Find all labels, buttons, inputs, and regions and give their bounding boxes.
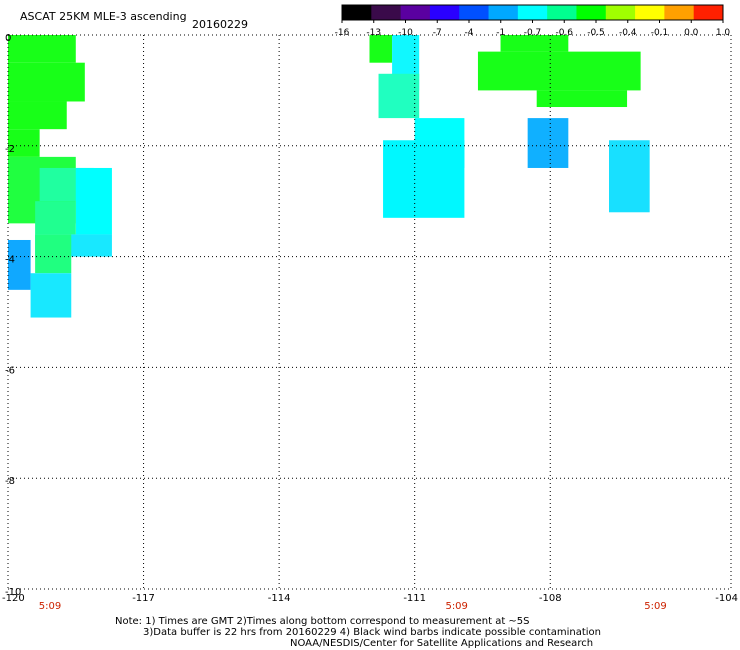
swath-cell-2 xyxy=(8,101,67,130)
product-date: 20160229 xyxy=(192,18,248,31)
colorbar-segment xyxy=(400,5,431,20)
x-tick-label: -111 xyxy=(403,593,426,604)
colorbar-label: -4 xyxy=(465,28,474,38)
swath-cell-19 xyxy=(536,90,628,108)
colorbar-label: -0.4 xyxy=(619,28,637,38)
colorbar-segment xyxy=(371,5,402,20)
x-tick-label: -117 xyxy=(132,593,155,604)
note-line-1: Note: 1) Times are GMT 2)Times along bot… xyxy=(115,616,530,627)
y-tick-label: -4 xyxy=(5,255,15,266)
swath-cell-1 xyxy=(8,62,85,102)
x-tick-label: -108 xyxy=(539,593,562,604)
colorbar-label: -0.5 xyxy=(587,28,605,38)
product-title: ASCAT 25KM MLE-3 ascending xyxy=(20,10,187,23)
colorbar-label: -7 xyxy=(433,28,442,38)
swath-cell-3 xyxy=(8,129,40,157)
colorbar-segment xyxy=(488,5,519,20)
y-tick-label: -6 xyxy=(5,365,15,376)
swath-cell-11 xyxy=(30,273,72,318)
colorbar-segment xyxy=(664,5,695,20)
colorbar-segment xyxy=(693,5,724,20)
colorbar-label: -13 xyxy=(366,28,381,38)
colorbar-label: -16 xyxy=(335,28,350,38)
colorbar-label: 1.0 xyxy=(716,28,731,38)
swath-cell-21 xyxy=(608,140,650,213)
colorbar-label: -1 xyxy=(496,28,505,38)
colorbar-label: -0.6 xyxy=(555,28,573,38)
colorbar-label: 0.0 xyxy=(684,28,699,38)
colorbar-segment xyxy=(547,5,577,20)
colorbar-label: -0.1 xyxy=(651,28,669,38)
colorbar-segment xyxy=(605,5,636,20)
colorbar-segment xyxy=(342,5,372,20)
swath-cell-9 xyxy=(35,234,72,274)
time-label: 5:09 xyxy=(445,601,467,612)
swath-cell-20 xyxy=(527,118,569,168)
colorbar-segment xyxy=(459,5,490,20)
swath-cell-6 xyxy=(75,167,112,235)
swath-cell-17 xyxy=(500,35,569,52)
swath-cell-12 xyxy=(369,35,393,63)
x-tick-label: -120 xyxy=(2,593,25,604)
time-label: 5:09 xyxy=(644,601,666,612)
swath-cell-14 xyxy=(378,73,420,119)
swath-cell-18 xyxy=(477,51,641,91)
swath-cell-16 xyxy=(383,140,465,218)
x-tick-label: -114 xyxy=(268,593,291,604)
colorbar-segment xyxy=(576,5,607,20)
x-tick-label: -104 xyxy=(715,593,738,604)
swath-cell-0 xyxy=(8,35,76,63)
swath-cell-10 xyxy=(8,239,31,290)
colorbar-segment xyxy=(429,5,460,20)
note-line-2: 3)Data buffer is 22 hrs from 20160229 4)… xyxy=(143,627,601,638)
time-label: 5:09 xyxy=(39,601,61,612)
y-tick-label: 0 xyxy=(5,33,11,44)
colorbar-label: -0.7 xyxy=(524,28,542,38)
swath-cell-7 xyxy=(35,201,76,235)
colorbar-label: -10 xyxy=(398,28,413,38)
colorbar-segment xyxy=(635,5,665,20)
y-tick-label: -2 xyxy=(5,144,15,155)
colorbar-segment xyxy=(517,5,548,20)
y-tick-label: -10 xyxy=(5,587,21,598)
note-line-3: NOAA/NESDIS/Center for Satellite Applica… xyxy=(290,638,594,649)
y-tick-label: -8 xyxy=(5,476,15,487)
